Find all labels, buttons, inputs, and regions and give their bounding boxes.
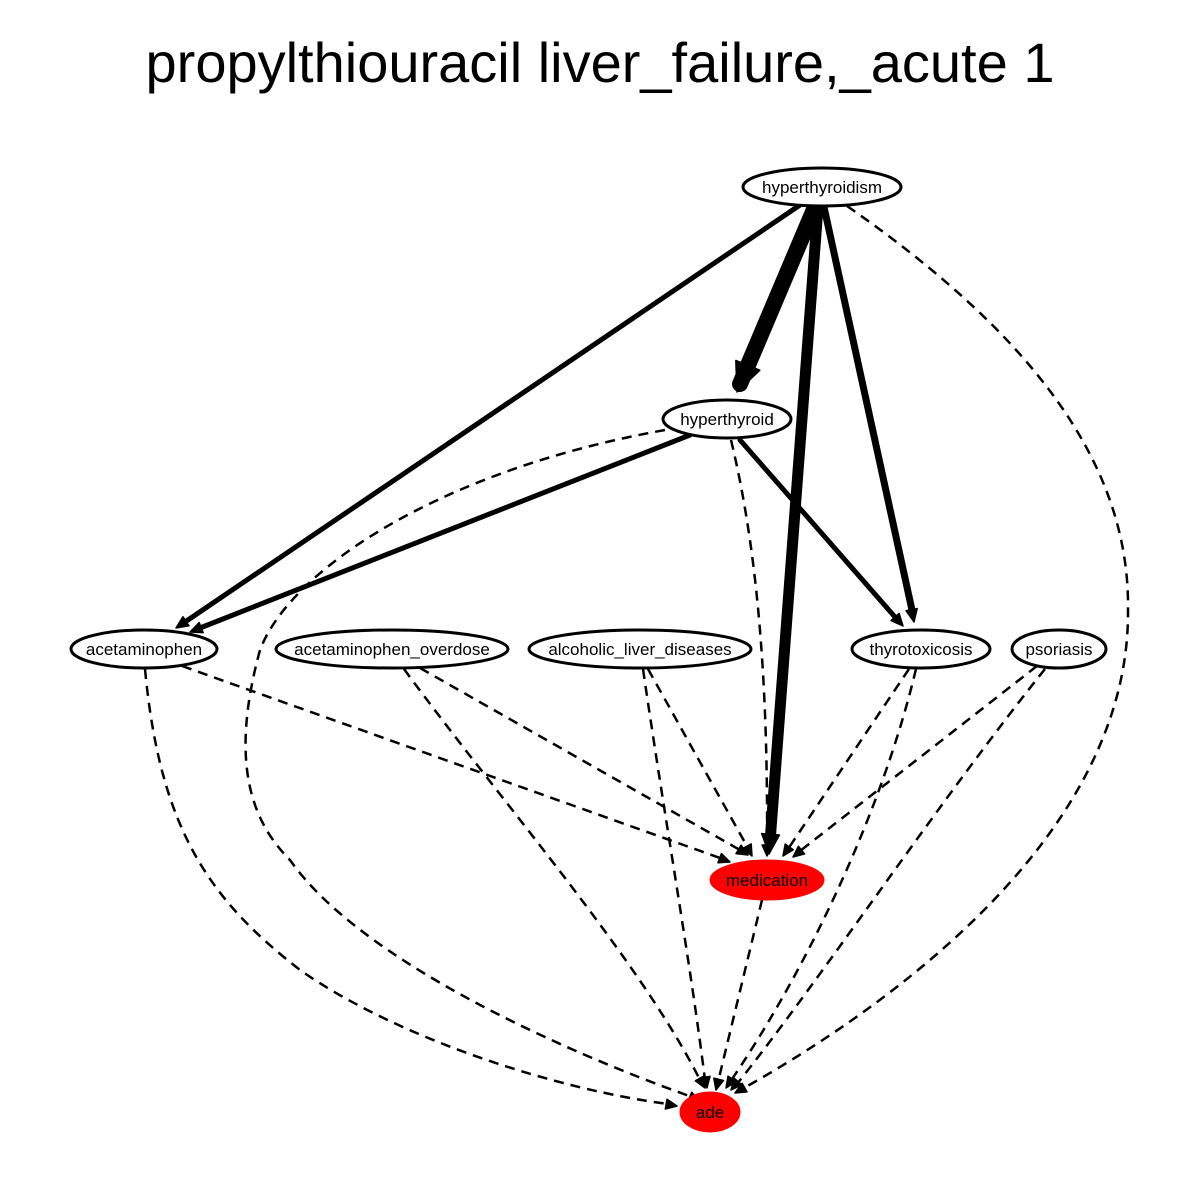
edge-line [419,666,741,852]
edge-line [737,437,898,620]
edge-hyperthyroidism-to-ade [734,204,1130,1094]
edge-acetaminophen-to-medication [181,664,731,864]
node-psoriasis: psoriasis [1010,628,1108,670]
edge-line [716,899,764,1083]
arrowhead [725,1075,737,1089]
node-label: alcoholic_liver_diseases [548,640,731,659]
edge-line [181,664,721,860]
arrowhead [699,1075,711,1089]
edge-line [402,668,702,1081]
edge-line [646,668,750,849]
arrowhead [713,1077,725,1091]
arrowhead [175,616,190,629]
arrowhead [735,359,761,393]
node-label: psoriasis [1025,640,1092,659]
edge-line [641,668,707,1081]
node-thyrotoxicosis: thyrotoxicosis [850,628,992,670]
node-acetaminophen_overdose: acetaminophen_overdose [274,628,510,670]
edge-line [764,201,824,848]
edge-hyperthyroid-to-medication [729,439,773,857]
node-label: medication [726,871,808,890]
arrowhead [664,1098,678,1110]
arrowhead [717,852,731,864]
edge-hyperthyroidism-to-thyrotoxicosis [820,203,918,623]
node-alcoholic_liver_diseases: alcoholic_liver_diseases [527,628,753,670]
edge-hyperthyroidism-to-medication [760,201,824,855]
edge-layer [143,199,1130,1110]
edge-thyrotoxicosis-to-ade [725,668,918,1089]
node-label: acetaminophen_overdose [294,640,490,659]
edge-line [244,428,693,1099]
node-label: hyperthyroid [680,410,774,429]
arrowhead [741,843,753,857]
arrowhead [734,1082,748,1094]
node-shape [661,398,793,440]
edge-acetaminophen-to-ade [143,668,678,1110]
edge-alcoholic_liver_diseases-to-ade [641,668,711,1089]
node-shape [741,166,903,208]
node-acetaminophen: acetaminophen [69,628,219,670]
node-hyperthyroid: hyperthyroid [661,398,793,440]
node-label: acetaminophen [86,640,202,659]
node-label: hyperthyroidism [762,178,882,197]
node-hyperthyroidism: hyperthyroidism [741,166,903,208]
node-shape [69,628,219,670]
node-medication: medication [709,859,825,901]
edge-alcoholic_liver_diseases-to-medication [646,668,753,857]
arrowhead [792,845,806,858]
edge-line [820,203,916,614]
edge-hyperthyroid-to-acetaminophen [189,432,693,634]
edge-hyperthyroidism-to-acetaminophen [175,202,803,629]
node-shape [850,628,992,670]
edge-psoriasis-to-medication [792,665,1038,858]
node-label: thyrotoxicosis [870,640,973,659]
edge-line [197,432,693,631]
node-ade: ade [679,1091,741,1133]
arrowhead [761,844,773,857]
edge-psoriasis-to-ade [730,668,1046,1091]
arrowhead [730,1077,743,1091]
edge-thyrotoxicosis-to-medication [782,668,911,857]
edge-line [736,668,1046,1085]
node-layer: hyperthyroidism hyperthyroid acetaminophen… [69,166,1108,1133]
arrowhead [189,621,204,634]
edge-medication-to-ade [713,899,764,1091]
arrowhead [905,607,918,623]
edge-hyperthyroidism-to-hyperthyroid [732,199,823,393]
edge-line [729,439,769,849]
graph-title: propylthiouracil liver_failure,_acute 1 [146,31,1055,94]
edge-line [182,202,803,625]
node-shape [1010,628,1108,670]
edge-line [732,199,823,392]
node-label: ade [696,1103,724,1122]
edge-line [786,668,911,850]
arrowhead [760,832,781,855]
node-shape [527,628,753,670]
node-shape [709,859,825,901]
edge-line [728,668,918,1083]
edge-line [743,204,1130,1090]
node-shape [679,1091,741,1133]
edge-hyperthyroid-to-thyrotoxicosis [737,437,904,627]
arrowhead [890,612,904,627]
node-shape [274,628,510,670]
arrowhead [782,843,795,857]
